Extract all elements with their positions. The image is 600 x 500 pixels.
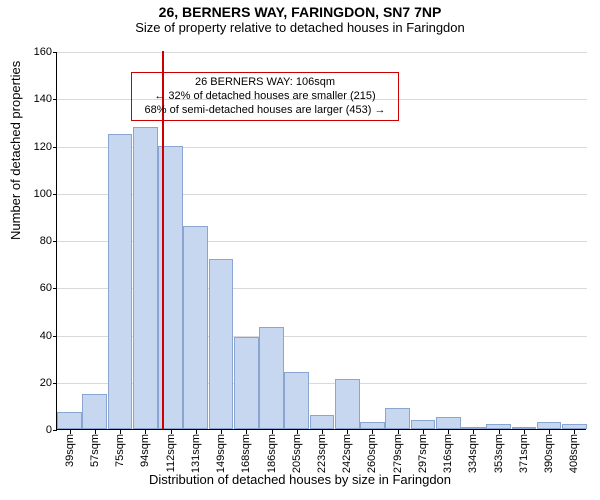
histogram-bar [284, 372, 309, 429]
histogram-bar [310, 415, 335, 429]
x-tick-label: 223sqm [316, 434, 328, 473]
y-tick-label: 40 [12, 330, 52, 342]
y-tick-label: 120 [12, 141, 52, 153]
histogram-bar [234, 337, 259, 429]
y-tick-label: 0 [12, 424, 52, 436]
histogram-bar [108, 134, 133, 429]
page-title: 26, BERNERS WAY, FARINGDON, SN7 7NP [0, 0, 600, 20]
x-tick-label: 186sqm [266, 434, 278, 473]
gridline [57, 52, 587, 53]
x-axis-label: Distribution of detached houses by size … [0, 472, 600, 487]
histogram-bar [411, 420, 436, 429]
x-tick-label: 371sqm [518, 434, 530, 473]
x-tick-label: 94sqm [139, 434, 151, 467]
x-tick-label: 408sqm [568, 434, 580, 473]
x-tick-label: 168sqm [240, 434, 252, 473]
y-tick-label: 100 [12, 188, 52, 200]
y-tick-label: 160 [12, 46, 52, 58]
x-tick-label: 131sqm [190, 434, 202, 473]
x-tick-label: 260sqm [366, 434, 378, 473]
histogram-bar [537, 422, 562, 429]
x-tick-label: 112sqm [165, 434, 177, 472]
x-tick-label: 353sqm [493, 434, 505, 473]
y-tick-label: 60 [12, 282, 52, 294]
histogram-bar [57, 412, 82, 429]
histogram-bar [512, 427, 537, 429]
histogram-bar [209, 259, 234, 429]
histogram-bar [360, 422, 385, 429]
x-tick-label: 39sqm [64, 434, 76, 467]
x-tick-label: 205sqm [291, 434, 303, 473]
y-tick-label: 140 [12, 93, 52, 105]
x-tick-label: 390sqm [543, 434, 555, 473]
histogram-bar [461, 427, 486, 429]
histogram-bar [82, 394, 107, 429]
annotation-line: ← 32% of detached houses are smaller (21… [138, 90, 392, 104]
histogram-bar [486, 424, 511, 429]
histogram-chart: 02040608010012014016039sqm57sqm75sqm94sq… [56, 52, 586, 430]
x-tick-label: 316sqm [442, 434, 454, 473]
histogram-bar [183, 226, 208, 429]
histogram-bar [436, 417, 461, 429]
histogram-bar [133, 127, 158, 429]
x-tick-label: 334sqm [467, 434, 479, 473]
annotation-line: 68% of semi-detached houses are larger (… [138, 104, 392, 118]
histogram-bar [562, 424, 587, 429]
annotation-box: 26 BERNERS WAY: 106sqm← 32% of detached … [131, 72, 399, 121]
y-tick-label: 80 [12, 235, 52, 247]
annotation-line: 26 BERNERS WAY: 106sqm [138, 76, 392, 90]
histogram-bar [335, 379, 360, 429]
y-tick-label: 20 [12, 377, 52, 389]
histogram-bar [259, 327, 284, 429]
histogram-bar [385, 408, 410, 429]
x-tick-label: 57sqm [89, 434, 101, 467]
x-tick-label: 242sqm [341, 434, 353, 473]
x-tick-label: 149sqm [215, 434, 227, 473]
x-tick-label: 297sqm [417, 434, 429, 473]
page-subtitle: Size of property relative to detached ho… [0, 20, 600, 35]
x-tick-label: 279sqm [392, 434, 404, 473]
x-tick-label: 75sqm [114, 434, 126, 467]
